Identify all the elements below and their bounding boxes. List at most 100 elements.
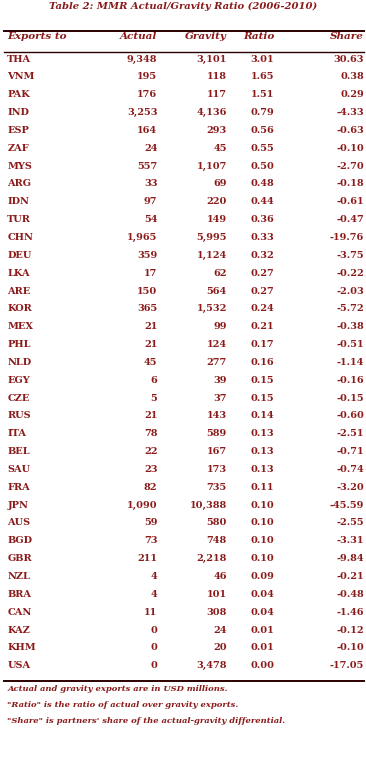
Text: 20: 20 xyxy=(213,644,227,652)
Text: 0.15: 0.15 xyxy=(251,394,274,403)
Text: 82: 82 xyxy=(144,483,157,492)
Text: IND: IND xyxy=(7,108,29,117)
Text: 6: 6 xyxy=(150,376,157,384)
Text: Ratio: Ratio xyxy=(243,32,274,42)
Text: 124: 124 xyxy=(207,340,227,349)
Text: 0.17: 0.17 xyxy=(251,340,274,349)
Text: NZL: NZL xyxy=(7,572,30,581)
Text: 11: 11 xyxy=(144,608,157,617)
Text: 564: 564 xyxy=(206,287,227,295)
Text: RUS: RUS xyxy=(7,411,31,421)
Text: 1,090: 1,090 xyxy=(127,501,157,510)
Text: KOR: KOR xyxy=(7,305,32,314)
Text: -3.31: -3.31 xyxy=(336,536,364,545)
Text: ZAF: ZAF xyxy=(7,144,29,153)
Text: 589: 589 xyxy=(206,429,227,438)
Text: 99: 99 xyxy=(213,322,227,331)
Text: ESP: ESP xyxy=(7,126,29,135)
Text: 211: 211 xyxy=(137,554,157,563)
Text: -0.61: -0.61 xyxy=(336,198,364,206)
Text: 4: 4 xyxy=(150,572,157,581)
Text: 0.10: 0.10 xyxy=(251,536,274,545)
Text: TUR: TUR xyxy=(7,215,31,225)
Text: 0.79: 0.79 xyxy=(251,108,274,117)
Text: 164: 164 xyxy=(137,126,157,135)
Text: "Share" is partners' share of the actual-gravity differential.: "Share" is partners' share of the actual… xyxy=(7,717,285,725)
Text: SAU: SAU xyxy=(7,465,30,474)
Text: 46: 46 xyxy=(213,572,227,581)
Text: 78: 78 xyxy=(144,429,157,438)
Text: 0.16: 0.16 xyxy=(251,358,274,367)
Text: 3.01: 3.01 xyxy=(251,55,274,64)
Text: 173: 173 xyxy=(207,465,227,474)
Text: -2.55: -2.55 xyxy=(336,518,364,528)
Text: ITA: ITA xyxy=(7,429,26,438)
Text: -17.05: -17.05 xyxy=(330,661,364,671)
Text: -0.63: -0.63 xyxy=(336,126,364,135)
Text: MYS: MYS xyxy=(7,161,32,171)
Text: 21: 21 xyxy=(144,322,157,331)
Text: 143: 143 xyxy=(207,411,227,421)
Text: ARE: ARE xyxy=(7,287,31,295)
Text: 1.51: 1.51 xyxy=(251,90,274,99)
Text: 0.14: 0.14 xyxy=(251,411,274,421)
Text: 3,478: 3,478 xyxy=(196,661,227,671)
Text: Share: Share xyxy=(330,32,364,42)
Text: 0.00: 0.00 xyxy=(250,661,274,671)
Text: Actual and gravity exports are in USD millions.: Actual and gravity exports are in USD mi… xyxy=(7,685,228,693)
Text: 4: 4 xyxy=(150,590,157,599)
Text: AUS: AUS xyxy=(7,518,30,528)
Text: -0.60: -0.60 xyxy=(336,411,364,421)
Text: Actual: Actual xyxy=(120,32,157,42)
Text: -2.51: -2.51 xyxy=(336,429,364,438)
Text: -1.14: -1.14 xyxy=(337,358,364,367)
Text: 308: 308 xyxy=(206,608,227,617)
Text: -0.10: -0.10 xyxy=(336,144,364,153)
Text: PAK: PAK xyxy=(7,90,30,99)
Text: 17: 17 xyxy=(144,268,157,278)
Text: 167: 167 xyxy=(207,447,227,456)
Text: 5: 5 xyxy=(150,394,157,403)
Text: -2.03: -2.03 xyxy=(336,287,364,295)
Text: NLD: NLD xyxy=(7,358,31,367)
Text: 0.13: 0.13 xyxy=(251,447,274,456)
Text: Gravity: Gravity xyxy=(185,32,227,42)
Text: 0.27: 0.27 xyxy=(251,287,274,295)
Text: DEU: DEU xyxy=(7,251,32,260)
Text: 24: 24 xyxy=(144,144,157,153)
Text: -0.51: -0.51 xyxy=(336,340,364,349)
Text: 73: 73 xyxy=(144,536,157,545)
Text: 293: 293 xyxy=(206,126,227,135)
Text: 0.10: 0.10 xyxy=(251,501,274,510)
Text: 21: 21 xyxy=(144,340,157,349)
Text: 0.55: 0.55 xyxy=(251,144,274,153)
Text: THA: THA xyxy=(7,55,31,64)
Text: JPN: JPN xyxy=(7,501,28,510)
Text: MEX: MEX xyxy=(7,322,33,331)
Text: 69: 69 xyxy=(213,179,227,188)
Text: Table 2: MMR Actual/Gravity Ratio (2006-2010): Table 2: MMR Actual/Gravity Ratio (2006-… xyxy=(49,2,317,12)
Text: 3,101: 3,101 xyxy=(197,55,227,64)
Text: 1,107: 1,107 xyxy=(197,161,227,171)
Text: KAZ: KAZ xyxy=(7,625,30,634)
Text: -19.76: -19.76 xyxy=(330,233,364,242)
Text: 580: 580 xyxy=(206,518,227,528)
Text: -0.71: -0.71 xyxy=(336,447,364,456)
Text: -45.59: -45.59 xyxy=(330,501,364,510)
Text: 101: 101 xyxy=(207,590,227,599)
Text: GBR: GBR xyxy=(7,554,32,563)
Text: 0.48: 0.48 xyxy=(251,179,274,188)
Text: 0.13: 0.13 xyxy=(251,429,274,438)
Text: 0.44: 0.44 xyxy=(251,198,274,206)
Text: 359: 359 xyxy=(137,251,157,260)
Text: 22: 22 xyxy=(144,447,157,456)
Text: ARG: ARG xyxy=(7,179,31,188)
Text: 30.63: 30.63 xyxy=(333,55,364,64)
Text: "Ratio" is the ratio of actual over gravity exports.: "Ratio" is the ratio of actual over grav… xyxy=(7,701,239,709)
Text: 0: 0 xyxy=(150,625,157,634)
Text: 150: 150 xyxy=(137,287,157,295)
Text: PHL: PHL xyxy=(7,340,31,349)
Text: BGD: BGD xyxy=(7,536,32,545)
Text: 4,136: 4,136 xyxy=(197,108,227,117)
Text: 195: 195 xyxy=(137,72,157,82)
